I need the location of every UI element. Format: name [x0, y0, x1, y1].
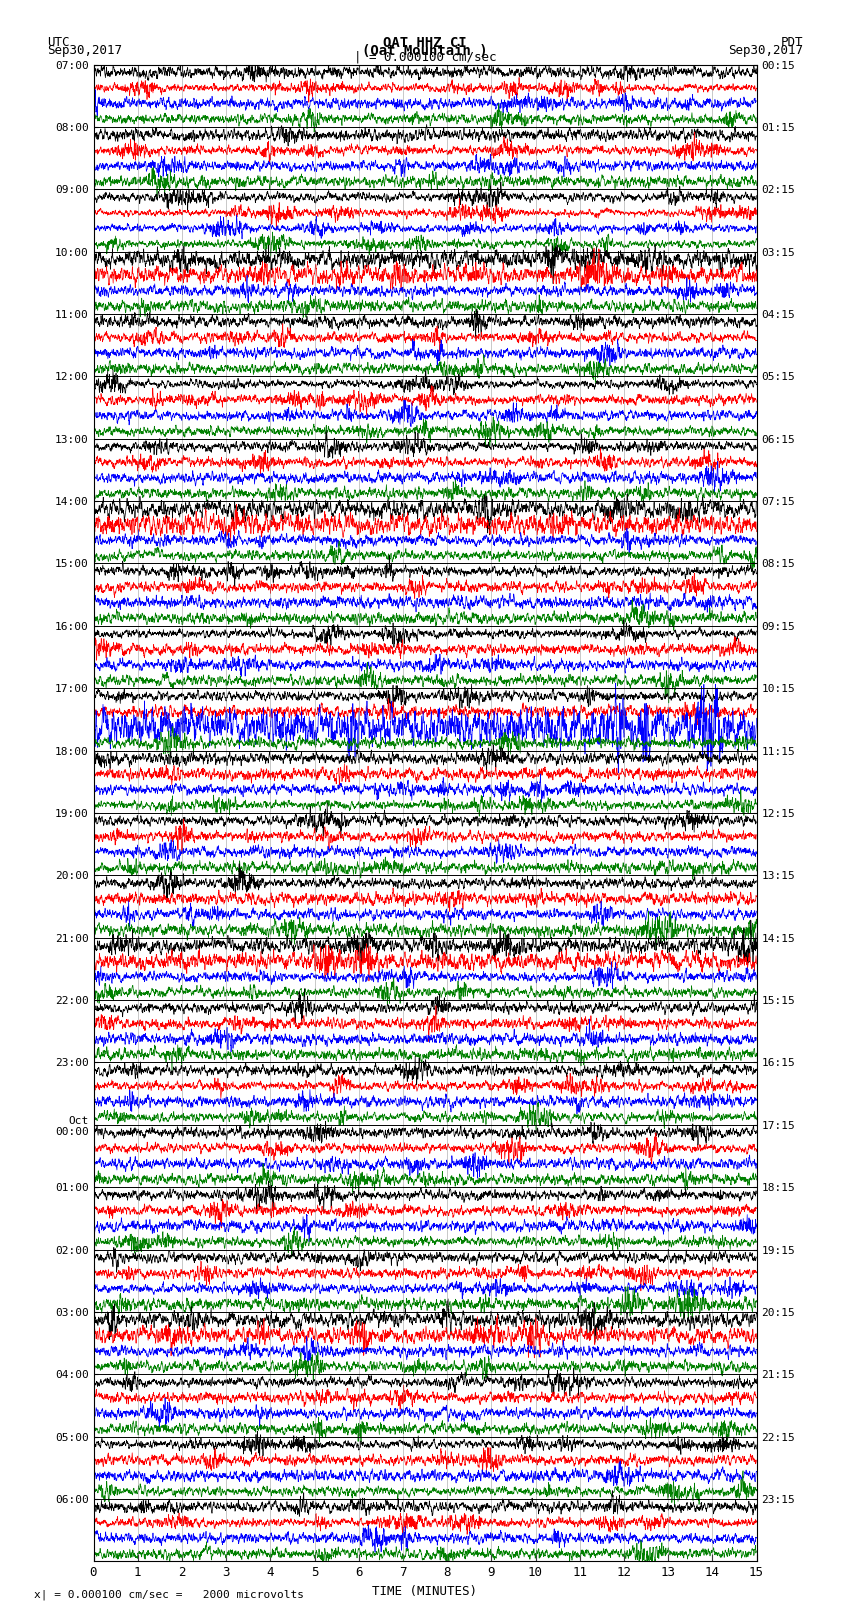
- Text: OAT HHZ CI: OAT HHZ CI: [383, 37, 467, 50]
- Text: (Oat Mountain ): (Oat Mountain ): [362, 44, 488, 58]
- Text: UTC: UTC: [47, 37, 69, 50]
- X-axis label: TIME (MINUTES): TIME (MINUTES): [372, 1586, 478, 1598]
- Text: Sep30,2017: Sep30,2017: [47, 44, 122, 56]
- Text: | = 0.000100 cm/sec: | = 0.000100 cm/sec: [354, 50, 496, 65]
- Text: PDT: PDT: [781, 37, 803, 50]
- Text: Sep30,2017: Sep30,2017: [728, 44, 803, 56]
- Text: x| = 0.000100 cm/sec =   2000 microvolts: x| = 0.000100 cm/sec = 2000 microvolts: [34, 1589, 304, 1600]
